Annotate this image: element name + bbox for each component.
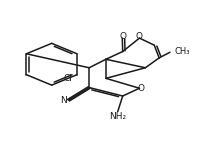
Text: O: O: [136, 32, 143, 41]
Text: N: N: [60, 96, 67, 105]
Text: CH₃: CH₃: [175, 47, 190, 56]
Text: O: O: [119, 32, 126, 41]
Text: O: O: [138, 84, 145, 93]
Text: NH₂: NH₂: [109, 112, 126, 121]
Text: Cl: Cl: [64, 74, 73, 83]
